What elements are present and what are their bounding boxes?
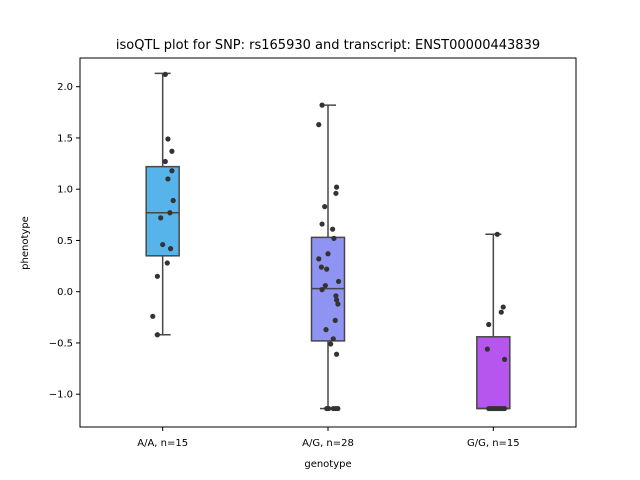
data-point [158,215,164,221]
data-point [333,293,339,299]
plot-area [145,71,511,412]
y-tick-label: 1.5 [57,133,73,144]
data-point [165,136,171,142]
box-iqr [145,165,180,257]
data-point [335,301,341,307]
x-tick-label: A/A, n=15 [137,438,188,449]
data-point [160,241,166,248]
data-point [170,197,176,204]
data-point [501,405,508,412]
data-point [167,210,173,216]
x-tick-label: G/G, n=15 [467,438,520,449]
data-point [318,264,324,270]
data-point [333,190,339,196]
data-point [324,266,330,272]
data-point [333,297,340,303]
box-group [476,233,511,410]
data-point [325,251,331,257]
y-tick-label: 0.5 [57,236,73,247]
data-point [322,282,328,289]
y-axis-label: phenotype [20,216,31,270]
data-point [333,351,340,357]
y-tick-label: −0.5 [49,338,73,349]
y-tick-label: 0.0 [57,287,73,298]
data-point [328,341,334,347]
axes: −1.0 −0.5 0.0 0.5 1.0 1.5 2.0 A/A, n=15 A/G, n=2… [49,82,520,449]
data-point [326,405,332,412]
data-point [486,321,492,328]
data-point [498,309,504,315]
x-axis-label: genotype [304,459,351,470]
data-point [162,71,168,77]
chart-title: isoQTL plot for SNP: rs165930 and transc… [116,38,540,53]
data-point [319,221,325,227]
data-point [164,260,170,266]
data-point [331,235,337,241]
data-point [169,148,175,154]
box-group [310,104,346,410]
y-tick-label: −1.0 [49,390,73,401]
box-iqr [476,336,511,410]
y-tick-label: 1.0 [57,185,73,196]
data-point [169,168,175,174]
data-point [316,256,322,262]
data-point [150,313,156,319]
data-point [322,204,328,210]
data-point [167,246,174,252]
data-point [165,176,171,182]
data-point [330,336,336,342]
data-point [332,317,338,323]
data-point [484,346,490,352]
data-point [335,405,341,412]
data-point [316,122,322,128]
data-point [154,332,160,338]
data-point [162,158,168,165]
data-point [319,287,325,293]
box-group [145,72,180,336]
data-point [500,304,506,310]
data-point [323,327,329,333]
y-tick-label: 2.0 [57,82,73,93]
data-point [501,356,508,362]
data-point [319,102,325,108]
data-point [335,278,342,285]
data-point [333,184,340,190]
data-point [330,226,336,232]
x-tick-label: A/G, n=28 [302,438,354,449]
data-point [154,273,160,279]
data-point [494,231,500,237]
